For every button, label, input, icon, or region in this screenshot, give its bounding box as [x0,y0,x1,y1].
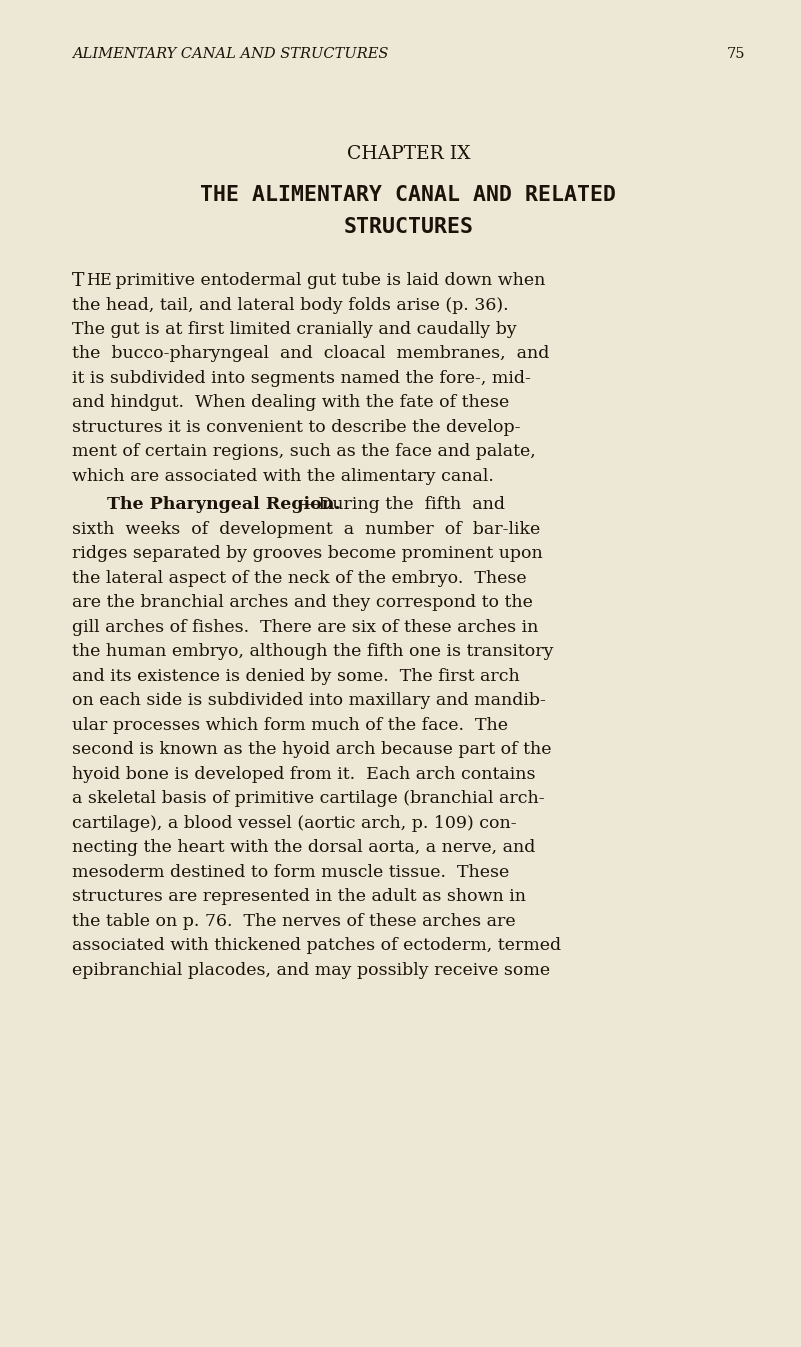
Text: the lateral aspect of the neck of the embryo.  These: the lateral aspect of the neck of the em… [72,570,526,587]
Text: primitive entodermal gut tube is laid down when: primitive entodermal gut tube is laid do… [111,272,545,290]
Text: it is subdivided into segments named the fore-, mid-: it is subdivided into segments named the… [72,370,531,387]
Text: on each side is subdivided into maxillary and mandib-: on each side is subdivided into maxillar… [72,692,545,709]
Text: The Pharyngeal Region.: The Pharyngeal Region. [107,496,340,513]
Text: a skeletal basis of primitive cartilage (branchial arch-: a skeletal basis of primitive cartilage … [72,791,545,807]
Text: and hindgut.  When dealing with the fate of these: and hindgut. When dealing with the fate … [72,395,509,411]
Text: the head, tail, and lateral body folds arise (p. 36).: the head, tail, and lateral body folds a… [72,296,509,314]
Text: CHAPTER IX: CHAPTER IX [347,145,470,163]
Text: the table on p. 76.  The nerves of these arches are: the table on p. 76. The nerves of these … [72,913,516,929]
Text: HE: HE [87,272,112,290]
Text: T: T [72,272,84,290]
Text: structures it is convenient to describe the develop-: structures it is convenient to describe … [72,419,521,436]
Text: ALIMENTARY CANAL AND STRUCTURES: ALIMENTARY CANAL AND STRUCTURES [72,47,388,61]
Text: are the branchial arches and they correspond to the: are the branchial arches and they corres… [72,594,533,612]
Text: 75: 75 [727,47,745,61]
Text: sixth  weeks  of  development  a  number  of  bar-like: sixth weeks of development a number of b… [72,521,540,537]
Text: second is known as the hyoid arch because part of the: second is known as the hyoid arch becaus… [72,741,552,758]
Text: and its existence is denied by some.  The first arch: and its existence is denied by some. The… [72,668,520,684]
Text: associated with thickened patches of ectoderm, termed: associated with thickened patches of ect… [72,938,562,954]
Text: cartilage), a blood vessel (aortic arch, p. 109) con-: cartilage), a blood vessel (aortic arch,… [72,815,517,831]
Text: necting the heart with the dorsal aorta, a nerve, and: necting the heart with the dorsal aorta,… [72,839,535,857]
Text: The gut is at first limited cranially and caudally by: The gut is at first limited cranially an… [72,321,517,338]
Text: ular processes which form much of the face.  The: ular processes which form much of the fa… [72,717,508,734]
Text: mesoderm destined to form muscle tissue.  These: mesoderm destined to form muscle tissue.… [72,863,509,881]
Text: the human embryo, although the fifth one is transitory: the human embryo, although the fifth one… [72,643,553,660]
Text: hyoid bone is developed from it.  Each arch contains: hyoid bone is developed from it. Each ar… [72,765,536,783]
Text: ment of certain regions, such as the face and palate,: ment of certain regions, such as the fac… [72,443,536,461]
Text: —During the  fifth  and: —During the fifth and [300,496,505,513]
Text: ridges separated by grooves become prominent upon: ridges separated by grooves become promi… [72,546,543,562]
Text: structures are represented in the adult as shown in: structures are represented in the adult … [72,888,526,905]
Text: STRUCTURES: STRUCTURES [344,217,473,237]
Text: THE ALIMENTARY CANAL AND RELATED: THE ALIMENTARY CANAL AND RELATED [200,185,617,205]
Text: gill arches of fishes.  There are six of these arches in: gill arches of fishes. There are six of … [72,618,538,636]
Text: the  bucco-pharyngeal  and  cloacal  membranes,  and: the bucco-pharyngeal and cloacal membran… [72,345,549,362]
Text: epibranchial placodes, and may possibly receive some: epibranchial placodes, and may possibly … [72,962,550,979]
Text: which are associated with the alimentary canal.: which are associated with the alimentary… [72,467,494,485]
